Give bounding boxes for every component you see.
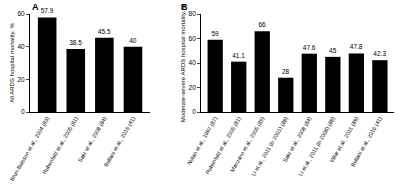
svg-text:60: 60: [189, 35, 197, 42]
svg-text:80: 80: [189, 10, 197, 17]
svg-text:41.1: 41.1: [232, 52, 245, 59]
svg-text:20: 20: [189, 84, 197, 91]
svg-text:40: 40: [189, 59, 197, 66]
svg-text:45.5: 45.5: [98, 28, 111, 35]
svg-text:0: 0: [21, 108, 25, 115]
svg-text:Li et al., 2011 (in 2001) (88): Li et al., 2011 (in 2001) (88): [250, 116, 289, 177]
svg-text:Moderate-severe ARDS hospital: Moderate-severe ARDS hospital mortality,…: [180, 3, 186, 122]
svg-text:Sakr et al., 2008 (84): Sakr et al., 2008 (84): [282, 116, 313, 164]
svg-text:40: 40: [129, 37, 137, 44]
svg-text:47.6: 47.6: [303, 44, 316, 51]
svg-text:42.3: 42.3: [373, 50, 386, 57]
svg-text:B: B: [181, 2, 188, 12]
svg-text:66: 66: [258, 21, 266, 28]
svg-text:20: 20: [17, 76, 25, 83]
svg-text:59: 59: [211, 30, 219, 37]
svg-text:57.9: 57.9: [41, 7, 54, 14]
svg-text:47.8: 47.8: [350, 43, 363, 50]
svg-text:A: A: [32, 2, 39, 12]
svg-text:Rubenfeld et al., 2005 (81): Rubenfeld et al., 2005 (81): [41, 116, 79, 176]
svg-text:Bellani et al., 2016 (41): Bellani et al., 2016 (41): [103, 116, 137, 168]
svg-text:40: 40: [17, 43, 25, 50]
svg-text:Rubenfeld et al., 2005 (81): Rubenfeld et al., 2005 (81): [204, 116, 242, 176]
svg-text:45: 45: [329, 47, 337, 54]
svg-text:All ARDS hospital mortality, %: All ARDS hospital mortality, %: [9, 23, 15, 103]
svg-text:38.5: 38.5: [69, 39, 82, 46]
svg-text:60: 60: [17, 10, 25, 17]
svg-text:Brun-Buisson et al., 2004 (83): Brun-Buisson et al., 2004 (83): [9, 116, 51, 182]
svg-text:Li et al., 2011 (in 2008) (88): Li et al., 2011 (in 2008) (88): [297, 116, 336, 177]
svg-text:Manzano et al., 2005 (85): Manzano et al., 2005 (85): [229, 116, 266, 173]
svg-text:Bellani et al., 2016 (41): Bellani et al., 2016 (41): [350, 116, 384, 168]
svg-text:Sakr et al., 2008 (84): Sakr et al., 2008 (84): [77, 116, 108, 164]
svg-text:0: 0: [192, 108, 196, 115]
svg-text:Villar et al., 2011 (89): Villar et al., 2011 (89): [329, 116, 360, 164]
svg-text:Nolan et al., 1997 (87): Nolan et al., 1997 (87): [186, 116, 218, 166]
svg-text:28: 28: [282, 68, 290, 75]
